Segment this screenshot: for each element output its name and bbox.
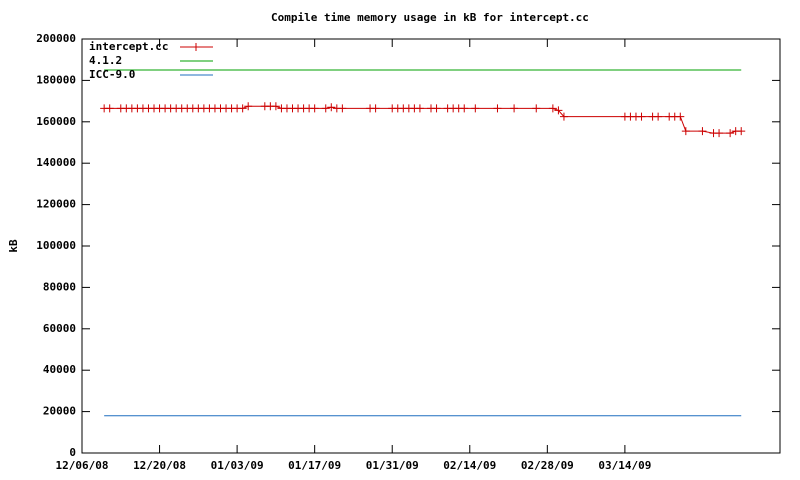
point-marker	[238, 104, 247, 113]
point-marker	[510, 104, 519, 113]
point-marker	[676, 112, 685, 121]
point-marker	[338, 104, 347, 113]
legend-label: ICC-9.0	[89, 68, 135, 81]
point-marker	[460, 104, 469, 113]
chart-title: Compile time memory usage in kB for inte…	[271, 11, 589, 24]
y-axis-label: kB	[7, 239, 20, 253]
x-tick-label: 02/14/09	[443, 459, 496, 472]
point-marker	[559, 112, 568, 121]
y-tick-label: 140000	[36, 156, 76, 169]
point-marker	[654, 112, 663, 121]
y-tick-label: 80000	[43, 280, 76, 293]
point-marker	[548, 104, 557, 113]
x-tick-label: 12/06/08	[56, 459, 109, 472]
point-marker	[554, 106, 563, 115]
point-marker	[681, 127, 690, 136]
y-tick-label: 0	[69, 446, 76, 459]
legend-label: 4.1.2	[89, 54, 122, 67]
y-tick-label: 180000	[36, 73, 76, 86]
y-tick-label: 40000	[43, 363, 76, 376]
point-marker	[371, 104, 380, 113]
x-tick-label: 01/03/09	[211, 459, 264, 472]
point-marker	[244, 102, 253, 111]
x-tick-label: 01/31/09	[366, 459, 419, 472]
point-marker	[310, 104, 319, 113]
point-marker	[321, 104, 330, 113]
y-tick-label: 200000	[36, 32, 76, 45]
point-marker	[737, 127, 746, 136]
y-tick-label: 60000	[43, 322, 76, 335]
point-marker	[471, 104, 480, 113]
x-tick-label: 03/14/09	[598, 459, 651, 472]
y-tick-label: 100000	[36, 239, 76, 252]
point-marker	[532, 104, 541, 113]
point-marker	[715, 129, 724, 138]
y-tick-label: 20000	[43, 405, 76, 418]
point-marker	[637, 112, 646, 121]
point-marker	[726, 129, 735, 138]
legend-marker	[192, 43, 200, 51]
point-marker	[105, 104, 114, 113]
y-tick-label: 160000	[36, 115, 76, 128]
point-marker	[415, 104, 424, 113]
x-tick-label: 02/28/09	[521, 459, 574, 472]
point-marker	[271, 102, 280, 111]
point-marker	[327, 103, 336, 112]
point-marker	[698, 127, 707, 136]
x-tick-label: 12/20/08	[133, 459, 186, 472]
legend-label: intercept.cc	[89, 40, 168, 53]
point-marker	[493, 104, 502, 113]
y-tick-label: 120000	[36, 198, 76, 211]
point-marker	[432, 104, 441, 113]
x-tick-label: 01/17/09	[288, 459, 341, 472]
